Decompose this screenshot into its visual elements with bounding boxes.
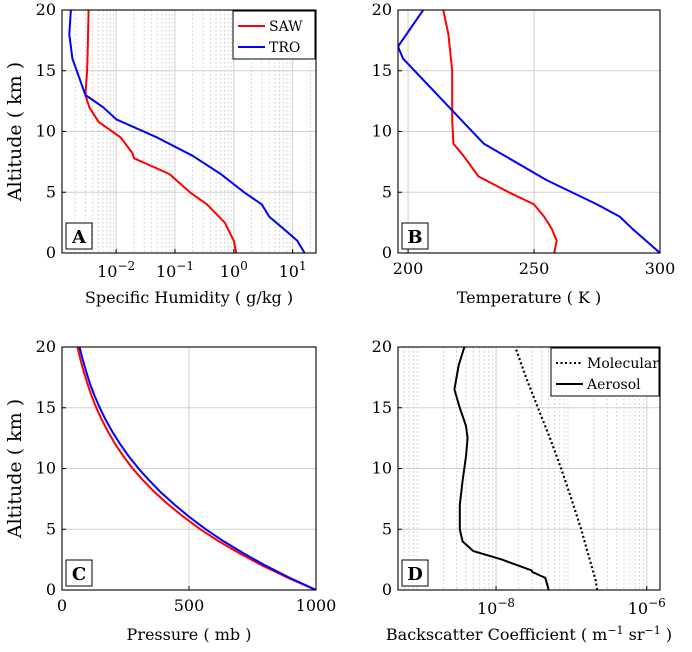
series-group (453, 347, 599, 590)
panel-c: 0 500 1000 0 5 10 15 20 Pressure ( mb ) Altitude … (4, 337, 336, 644)
plot-frame (397, 9, 661, 254)
y-tick-label: 10 (372, 459, 392, 478)
x-tick-label: 10−8 (477, 596, 515, 618)
x-tick-label: 10−2 (97, 259, 135, 281)
y-axis-label: Altitude ( km ) (4, 399, 26, 539)
x-tick-label: 10−6 (628, 596, 666, 618)
panel-tag: C (65, 559, 93, 587)
legend: SAW TRO (232, 10, 316, 60)
y-tick-label: 20 (372, 0, 392, 19)
legend: Molecular Aerosol (550, 347, 660, 397)
x-axis-label: Temperature ( K ) (457, 288, 602, 307)
panel-tag: B (401, 222, 429, 250)
panel-tag-box (401, 222, 429, 250)
y-tick-label: 20 (36, 0, 56, 19)
series-line-tro (68, 10, 306, 253)
series-line-molecular (514, 347, 599, 590)
series-line-tro (398, 10, 660, 253)
panel-tag-box (65, 222, 93, 250)
series-line-tro (78, 347, 316, 590)
y-tick-label: 20 (36, 337, 56, 356)
x-axis-label: Specific Humidity ( g/kg ) (85, 288, 293, 307)
series-group (68, 10, 306, 253)
x-tick-label: 300 (645, 259, 676, 278)
y-tick-label: 15 (372, 61, 392, 80)
x-tick-label: 250 (519, 259, 550, 278)
legend-box (232, 10, 316, 60)
y-axis-label: Altitude ( km ) (4, 62, 26, 202)
legend-label-saw: SAW (269, 19, 303, 35)
series-group (76, 347, 316, 590)
series-line-saw (76, 347, 316, 590)
x-tick-label: 10−1 (156, 259, 194, 281)
x-tick-label: 1000 (296, 596, 337, 615)
y-tick-label: 0 (382, 580, 392, 599)
y-tick-label: 15 (372, 398, 392, 417)
legend-box (550, 347, 660, 397)
series-line-aerosol (453, 347, 550, 590)
x-tick-label: 500 (174, 596, 205, 615)
panel-tag-box (401, 559, 429, 587)
panel-tag: A (65, 222, 93, 250)
y-tick-label: 15 (36, 398, 56, 417)
x-axis-label: Backscatter Coefficient ( m−1 sr−1 ) (386, 624, 672, 644)
y-tick-label: 5 (46, 519, 56, 538)
y-tick-label: 0 (46, 580, 56, 599)
series-group (398, 10, 660, 253)
y-tick-label: 10 (372, 122, 392, 141)
x-axis-label: Pressure ( mb ) (127, 625, 252, 644)
y-tick-label: 5 (382, 182, 392, 201)
y-tick-label: 10 (36, 459, 56, 478)
series-line-saw (84, 10, 238, 253)
panel-tag-box (65, 559, 93, 587)
y-tick-label: 0 (46, 243, 56, 262)
panel-tag-label: A (71, 227, 87, 248)
panel-a: 10−2 10−1 100 101 0 5 10 15 20 Specific Humidity … (4, 0, 317, 307)
series-line-saw (442, 10, 558, 253)
x-tick-label: 0 (57, 596, 67, 615)
y-tick-label: 0 (382, 243, 392, 262)
panel-tag-label: D (407, 564, 423, 585)
panel-b: 200 250 300 0 5 10 15 20 Temperature ( K ) B (372, 0, 676, 307)
x-tick-label: 100 (220, 259, 248, 281)
legend-label-molecular: Molecular (587, 356, 659, 372)
legend-label-aerosol: Aerosol (586, 377, 641, 393)
panel-tag: D (401, 559, 429, 587)
y-tick-label: 5 (382, 519, 392, 538)
panel-tag-label: C (72, 564, 86, 585)
y-tick-label: 5 (46, 182, 56, 201)
panel-tag-label: B (407, 227, 422, 248)
plot-frame (61, 9, 317, 254)
y-tick-label: 20 (372, 337, 392, 356)
y-tick-label: 15 (36, 61, 56, 80)
plot-frame (397, 346, 661, 591)
x-tick-label: 200 (393, 259, 424, 278)
x-tick-label: 101 (279, 259, 307, 281)
plot-frame (61, 346, 317, 591)
legend-label-tro: TRO (269, 40, 300, 56)
y-tick-label: 10 (36, 122, 56, 141)
panel-d: 10−8 10−6 0 5 10 15 20 Backscatter Coefficient … (372, 337, 672, 644)
